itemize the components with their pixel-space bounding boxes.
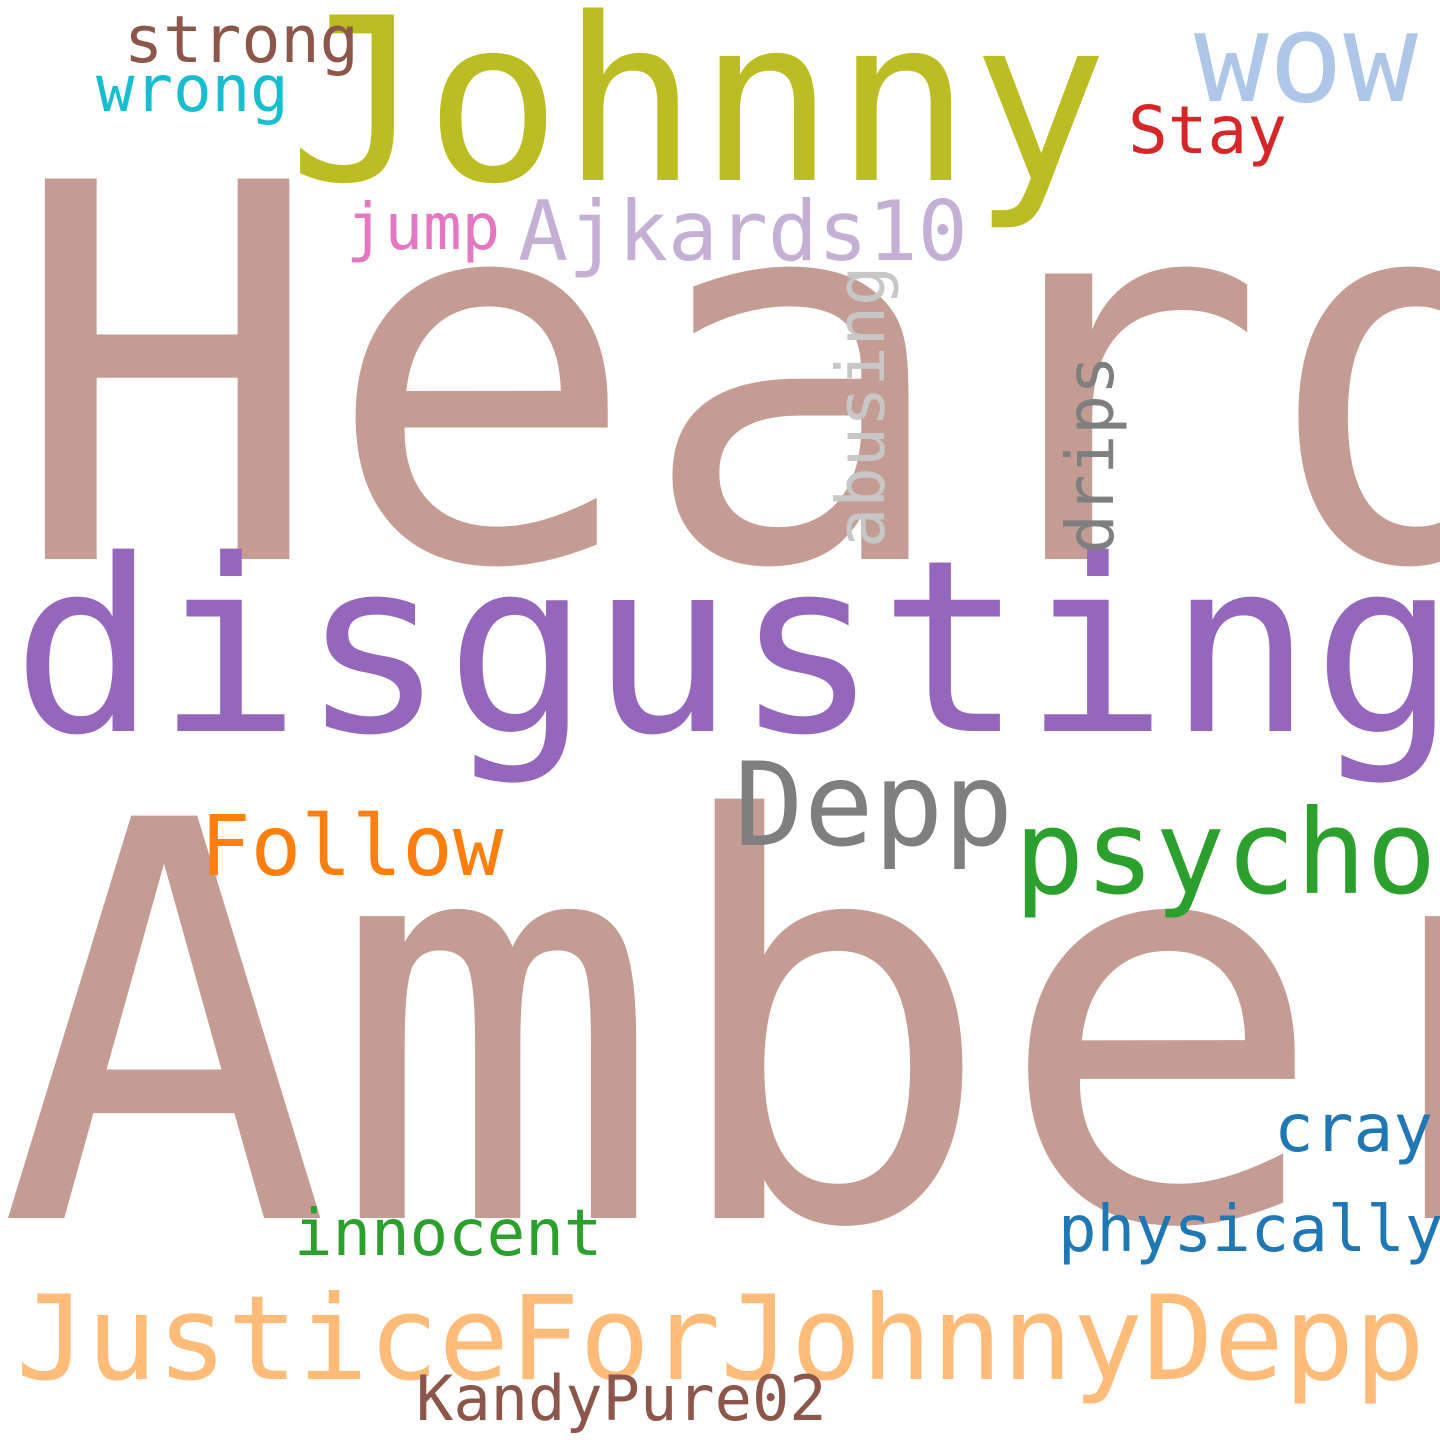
word-amber: Amber bbox=[0, 707, 1440, 1349]
word-physically: physically bbox=[1058, 1193, 1440, 1267]
word-psycho: psycho bbox=[1014, 784, 1437, 921]
word-johnny: Johnny bbox=[288, 0, 1108, 234]
word-depp: Depp bbox=[734, 738, 1014, 873]
word-kandypure02: KandyPure02 bbox=[416, 1362, 827, 1435]
word-jump: jump bbox=[346, 191, 501, 265]
word-stay: Stay bbox=[1128, 92, 1287, 169]
word-wow: wow bbox=[1194, 0, 1418, 131]
word-follow: Follow bbox=[200, 797, 504, 895]
word-abusing: abusing bbox=[822, 265, 900, 548]
word-ajkards10: Ajkards10 bbox=[518, 183, 968, 280]
word-heard: Heard bbox=[10, 75, 1440, 683]
word-cray: cray bbox=[1274, 1090, 1433, 1167]
word-justicefor-johnnydepp: JusticeForJohnnyDepp bbox=[16, 1270, 1425, 1407]
word-innocent: innocent bbox=[294, 1197, 603, 1271]
word-disgusting: disgusting bbox=[12, 508, 1440, 788]
word-drips: drips bbox=[1052, 355, 1129, 554]
word-wrong: wrong bbox=[96, 53, 289, 127]
word-strong: strong bbox=[124, 3, 359, 78]
